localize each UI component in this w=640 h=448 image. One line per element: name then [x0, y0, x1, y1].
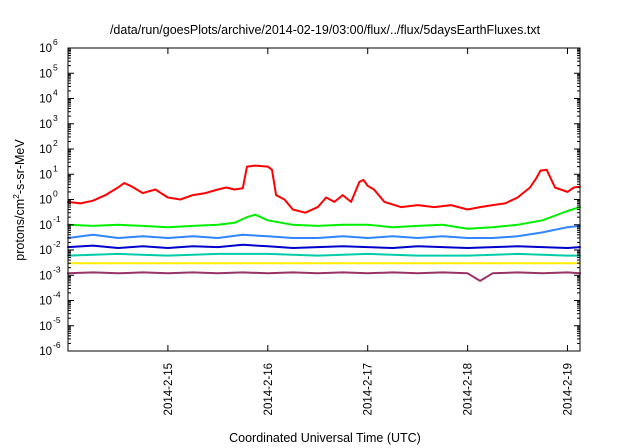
y-axis-label-base: protons/cm — [13, 199, 27, 261]
y-tick-label: 105 — [39, 62, 58, 80]
y-tick-label: 10-4 — [39, 290, 61, 308]
series-line-7 — [67, 271, 581, 282]
y-tick-label: 104 — [39, 88, 58, 106]
y-tick-label-base: 10 — [39, 296, 52, 308]
y-tick-label-base: 10 — [39, 270, 52, 282]
x-tick-label: 2014-2-17 — [363, 363, 375, 415]
y-tick-label: 100 — [39, 189, 58, 207]
x-tick-label: 2014-2-18 — [463, 363, 475, 415]
y-tick-label: 101 — [39, 163, 58, 181]
series-line-4 — [67, 243, 581, 249]
y-tick-label-base: 10 — [39, 195, 52, 207]
y-tick-label-exp: -2 — [53, 239, 61, 249]
x-tick-label: 2014-2-19 — [563, 363, 575, 415]
y-tick-label-exp: -6 — [53, 340, 61, 350]
y-tick-label-base: 10 — [39, 94, 52, 106]
y-tick-label-base: 10 — [39, 321, 52, 333]
y-tick-label-base: 10 — [39, 68, 52, 80]
series-layer — [67, 164, 581, 282]
y-tick-label-base: 10 — [39, 43, 52, 55]
y-tick-label-base: 10 — [39, 346, 52, 358]
y-axis-label-rest: -s-sr-MeV — [13, 139, 27, 195]
y-tick-label-exp: -4 — [53, 290, 61, 300]
y-tick-label-exp: 1 — [53, 163, 58, 173]
y-tick-label-exp: 0 — [53, 189, 58, 199]
y-tick-label-exp: -5 — [53, 315, 61, 325]
y-tick-label-exp: 3 — [53, 113, 58, 123]
chart-title: /data/run/goesPlots/archive/2014-02-19/0… — [110, 23, 541, 37]
y-axis-label: protons/cm2-s-sr-MeV — [11, 139, 27, 261]
y-tick-label-exp: 5 — [53, 62, 58, 72]
y-axis: 10-610-510-410-310-210-11001011021031041… — [39, 37, 580, 358]
x-tick-label: 2014-2-16 — [263, 363, 275, 415]
y-tick-label: 10-1 — [39, 214, 61, 232]
y-tick-label: 10-5 — [39, 315, 61, 333]
x-axis: 2014-2-15 2014-2-16 2014-2-17 2014-2-18 2014… — [163, 48, 575, 415]
x-tick-label: 2014-2-15 — [163, 363, 175, 415]
y-tick-label: 10-6 — [39, 340, 61, 358]
y-tick-label-base: 10 — [39, 144, 52, 156]
y-tick-label-exp: 2 — [53, 138, 58, 148]
y-tick-label-exp: -3 — [53, 264, 61, 274]
y-tick-label-base: 10 — [39, 245, 52, 257]
x-axis-label: Coordinated Universal Time (UTC) — [229, 431, 421, 445]
y-tick-label: 102 — [39, 138, 58, 156]
y-axis-label-sup: 2 — [11, 194, 21, 199]
series-line-2 — [67, 206, 581, 230]
y-tick-label-exp: 6 — [53, 37, 58, 47]
y-tick-label-base: 10 — [39, 169, 52, 181]
y-tick-label: 106 — [39, 37, 58, 55]
y-tick-label: 103 — [39, 113, 58, 131]
series-line-1 — [67, 164, 581, 214]
y-tick-label-base: 10 — [39, 119, 52, 131]
y-tick-label-exp: -1 — [53, 214, 61, 224]
series-line-5 — [67, 252, 581, 257]
y-tick-label: 10-3 — [39, 264, 61, 282]
series-line-3 — [67, 224, 581, 239]
y-tick-label: 10-2 — [39, 239, 61, 257]
y-tick-label-base: 10 — [39, 220, 52, 232]
y-tick-label-exp: 4 — [53, 88, 58, 98]
